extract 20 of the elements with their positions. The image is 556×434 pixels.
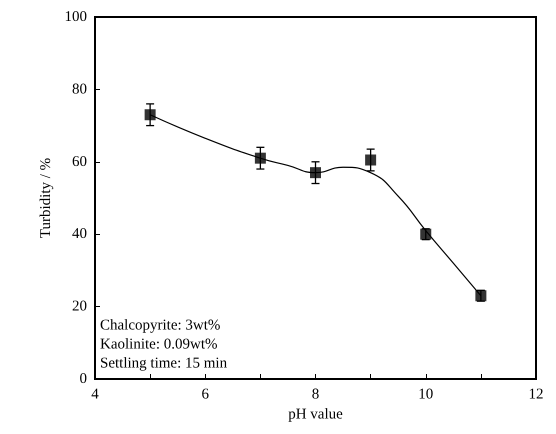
- y-tick-label: 80: [72, 81, 87, 98]
- x-tick-label: 10: [418, 386, 434, 402]
- annotation: Settling time: 15 min: [100, 356, 228, 372]
- y-tick-label: 100: [64, 9, 87, 25]
- x-tick-label: 4: [91, 386, 100, 402]
- annotation: Chalcopyrite: 3wt%: [100, 318, 220, 334]
- x-tick-label: 12: [528, 386, 544, 402]
- y-tick-label: 40: [72, 226, 87, 242]
- x-tick-label: 8: [312, 386, 320, 402]
- point: [144, 109, 156, 120]
- point: [365, 154, 376, 166]
- y-tick-label: 60: [72, 154, 87, 170]
- point: [254, 152, 266, 164]
- x-tick-label: 6: [202, 386, 210, 402]
- y-axis-title: Turbidity / %: [38, 158, 54, 238]
- x-axis-title: pH value: [288, 406, 344, 422]
- y-tick-label: 20: [72, 298, 87, 315]
- point: [310, 167, 321, 178]
- y-tick-label: 0: [80, 371, 87, 387]
- annotation: Kaolinite: 0.09wt%: [100, 336, 218, 352]
